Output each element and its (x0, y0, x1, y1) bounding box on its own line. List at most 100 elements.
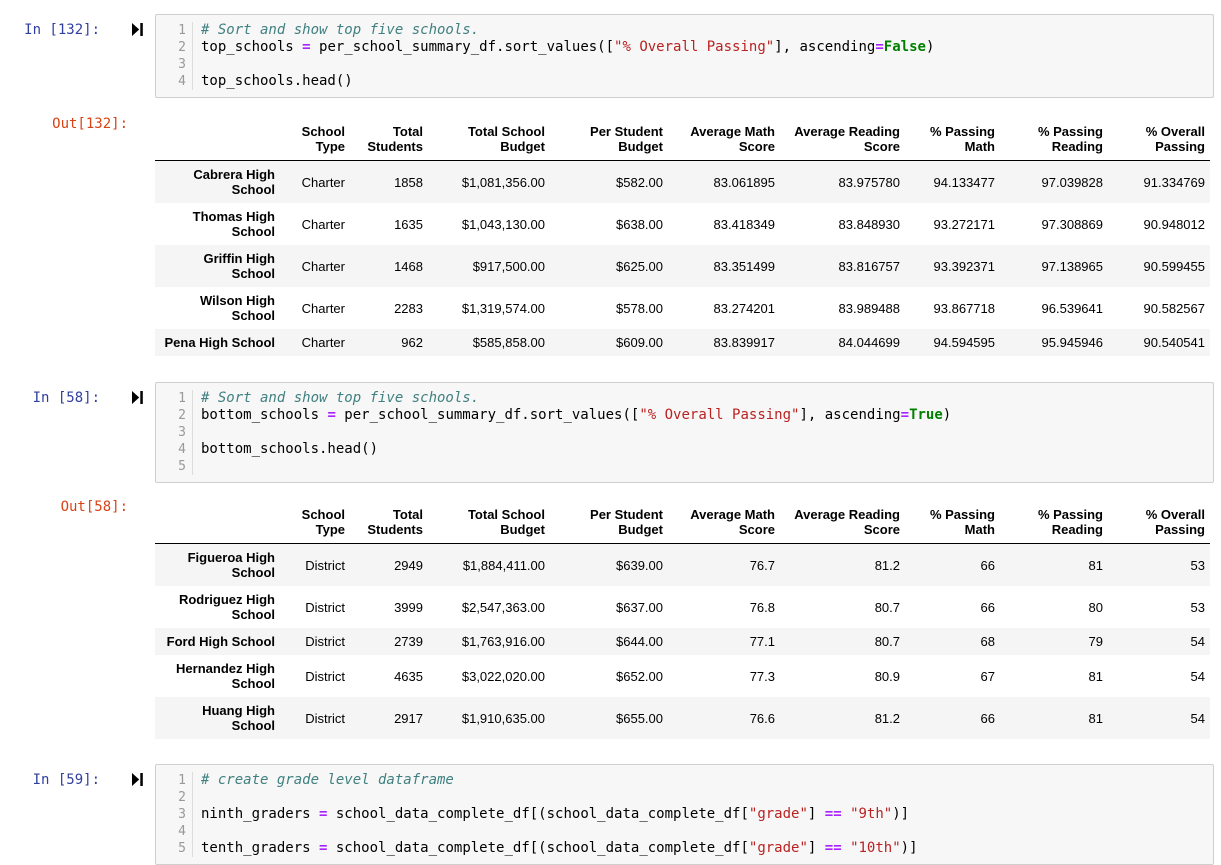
run-cell-icon[interactable] (132, 23, 143, 36)
cell-value: 94.133477 (933, 174, 995, 190)
cell-value: $609.00 (616, 335, 663, 350)
code-token: "% Overall Passing" (639, 407, 800, 423)
cell-value: $1,884,411.00 (462, 557, 545, 573)
cell-value: $637.00 (616, 599, 663, 615)
row-index: Thomas High School (192, 209, 275, 239)
code-token: ], ascending (774, 39, 876, 55)
cell-value: Charter (301, 216, 345, 232)
code-editor[interactable]: 1 2 3 4 5 # create grade level dataframe ninth… (155, 764, 1214, 865)
cell-value: $917,500.00 (472, 258, 545, 274)
code-token: per_school_summary_df.sort_values([ (335, 407, 640, 423)
line-number: 3 (178, 807, 186, 822)
dataframe-table: School Type Total Students Total School Bu… (155, 118, 1210, 356)
cell-value: 2917 (394, 710, 423, 726)
row-index: Figueroa High School (187, 550, 275, 580)
line-number: 1 (178, 391, 186, 406)
code-line (201, 56, 1213, 73)
cell-value: 93.392371 (933, 258, 995, 274)
code-token: = (900, 407, 910, 423)
code-token: == (824, 806, 842, 822)
cell-value: $585,858.00 (472, 335, 545, 350)
code-cell: In [132]: 1 2 3 4 # Sort and show top five sc… (0, 14, 1221, 98)
code-token: "10th" (850, 840, 901, 856)
output-prompt: Out[58]: (60, 499, 128, 515)
line-number: 4 (178, 824, 186, 839)
code-token (842, 806, 850, 822)
column-header: School Type (280, 501, 350, 544)
cell-value: $639.00 (616, 557, 663, 573)
column-header: Total Students (350, 118, 428, 161)
cell-value: 90.599455 (1143, 258, 1205, 274)
cell-value: $1,910,635.00 (461, 710, 545, 726)
line-number: 4 (178, 442, 186, 457)
code-token: )] (892, 806, 910, 822)
cell-value: 83.274201 (713, 300, 775, 316)
cell-value: 54 (1190, 634, 1205, 649)
cell-value: 97.039828 (1041, 174, 1103, 190)
cell-value: 76.6 (749, 710, 775, 726)
cell-value: 962 (401, 335, 423, 350)
row-index: Cabrera High School (193, 167, 275, 197)
column-header: Total Students (350, 501, 428, 544)
prompt-column: Out[132]: (0, 116, 155, 133)
code-token: bottom_schools.head() (201, 441, 379, 457)
cell-value: 77.3 (749, 668, 775, 684)
run-cell-icon[interactable] (132, 773, 143, 786)
code-area: # Sort and show top five schools. bottom_… (193, 390, 1213, 475)
row-index: Rodriguez High School (178, 592, 275, 622)
cell-value: 80.9 (874, 668, 900, 684)
code-area: # create grade level dataframe ninth_grad… (193, 772, 1213, 857)
code-token: top_schools (201, 39, 303, 55)
cell-value: 97.138965 (1041, 258, 1103, 274)
table-row: Rodriguez High School District 3999 $2,547,… (155, 586, 1210, 628)
cell-value: 91.334769 (1143, 174, 1205, 190)
cell-value: 83.816757 (838, 258, 900, 274)
line-number: 5 (178, 841, 186, 856)
line-number: 4 (178, 74, 186, 89)
prompt-column: In [132]: (0, 14, 155, 39)
code-line (201, 458, 1213, 475)
cell-value: 83.418349 (713, 216, 775, 232)
code-token: # Sort and show top five schools. (201, 390, 480, 406)
column-header: Average Reading Score (780, 501, 905, 544)
code-area: # Sort and show top five schools. top_sch… (193, 22, 1213, 90)
index-header (155, 501, 280, 544)
table-row: Cabrera High School Charter 1858 $1,081,356… (155, 160, 1210, 203)
cell-value: 67 (980, 668, 995, 684)
table-row: Wilson High School Charter 2283 $1,319,574.… (155, 287, 1210, 329)
code-token: = (319, 840, 328, 856)
line-number: 3 (178, 57, 186, 72)
prompt-column: Out[58]: (0, 499, 155, 516)
cell-value: 93.867718 (933, 300, 995, 316)
cell-value: 2949 (394, 557, 423, 573)
cell-value: 80 (1088, 599, 1103, 615)
code-token: school_data_complete_df[(school_data_com… (327, 806, 749, 822)
prompt-column: In [59]: (0, 764, 155, 789)
dataframe-table: School Type Total Students Total School Bu… (155, 501, 1210, 739)
cell-value: $625.00 (616, 258, 663, 274)
cell-value: $644.00 (616, 634, 663, 649)
table-row: Griffin High School Charter 1468 $917,500.0… (155, 245, 1210, 287)
column-header: % Passing Reading (1000, 501, 1108, 544)
code-cell: In [59]: 1 2 3 4 5 # create grade level datafr… (0, 764, 1221, 865)
cell-value: 4635 (394, 668, 423, 684)
cell-value: $582.00 (616, 174, 663, 190)
column-header: Per Student Budget (550, 501, 668, 544)
code-line: bottom_schools = per_school_summary_df.s… (201, 407, 1213, 424)
row-index: Wilson High School (200, 293, 275, 323)
column-header: Per Student Budget (550, 118, 668, 161)
cell-value: 1468 (394, 258, 423, 274)
cell-value: 66 (980, 710, 995, 726)
row-index: Griffin High School (203, 251, 276, 281)
code-token: # create grade level dataframe (201, 772, 454, 788)
code-token: "% Overall Passing" (614, 39, 775, 55)
run-cell-icon[interactable] (132, 391, 143, 404)
code-token: ) (942, 407, 952, 423)
cell-value: Charter (301, 258, 345, 274)
cell-value: District (305, 634, 345, 649)
code-editor[interactable]: 1 2 3 4 # Sort and show top five schools. top… (155, 14, 1214, 98)
cell-value: $1,043,130.00 (461, 216, 545, 232)
code-editor[interactable]: 1 2 3 4 5 # Sort and show top five schools. bo… (155, 382, 1214, 483)
header-row: School Type Total Students Total School Bu… (155, 501, 1210, 544)
